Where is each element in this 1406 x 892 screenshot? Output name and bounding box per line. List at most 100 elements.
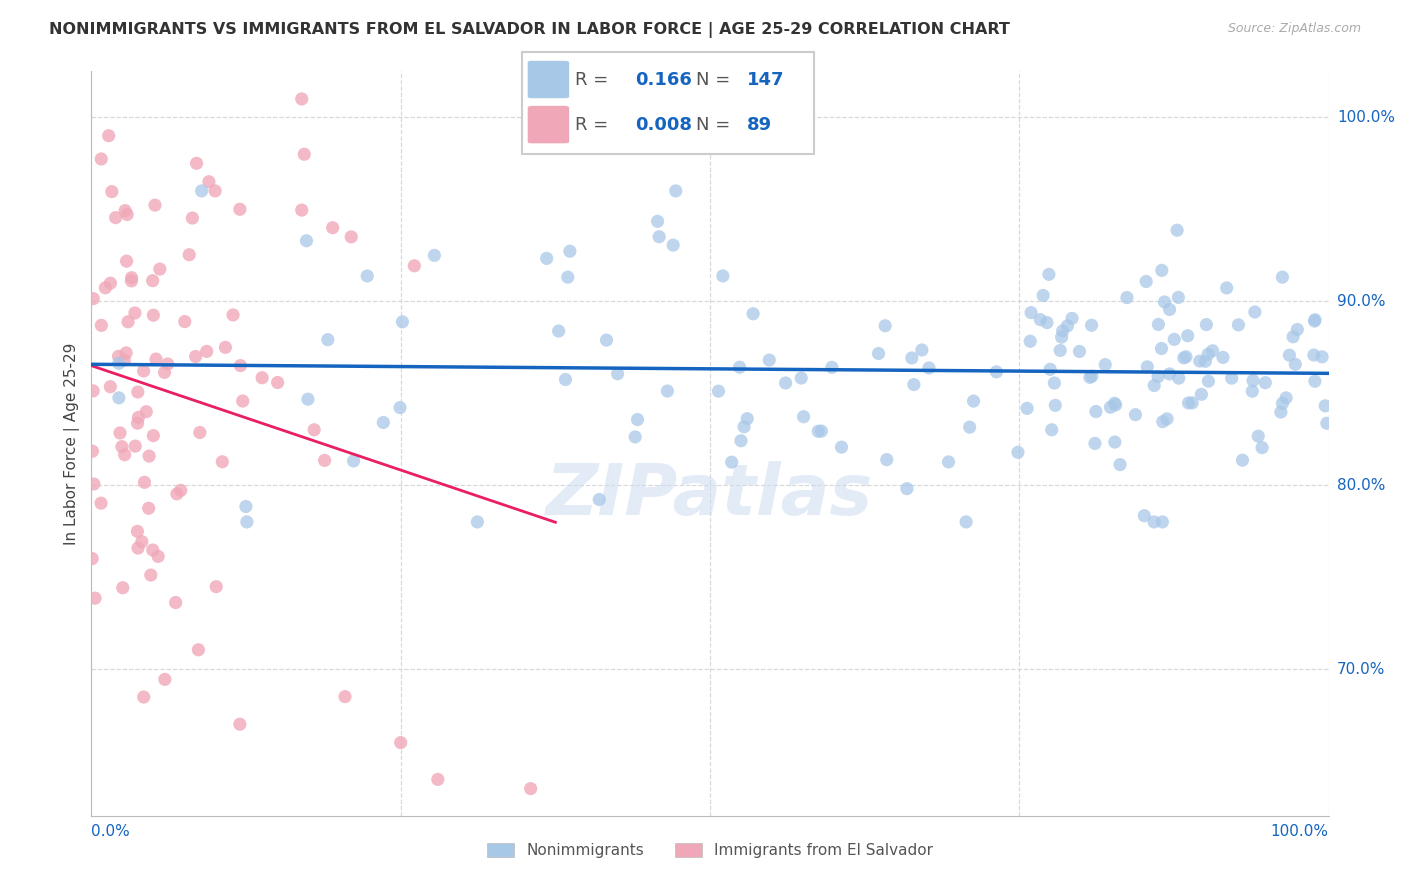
- Point: [918, 360, 941, 375]
- Point: [145, 352, 167, 367]
- Point: [1007, 445, 1029, 459]
- Text: NONIMMIGRANTS VS IMMIGRANTS FROM EL SALVADOR IN LABOR FORCE | AGE 25-29 CORRELAT: NONIMMIGRANTS VS IMMIGRANTS FROM EL SALV…: [49, 22, 1010, 38]
- Point: [389, 401, 412, 415]
- Point: [1084, 404, 1107, 418]
- Point: [1099, 401, 1122, 415]
- Point: [1135, 275, 1157, 289]
- Point: [554, 372, 576, 386]
- Y-axis label: In Labor Force | Age 25-29: In Labor Force | Age 25-29: [65, 343, 80, 545]
- Point: [149, 262, 172, 277]
- Text: 90.0%: 90.0%: [1337, 293, 1385, 309]
- Point: [1303, 312, 1326, 326]
- Point: [186, 156, 208, 170]
- Point: [229, 717, 252, 731]
- Point: [1039, 362, 1062, 376]
- Point: [1156, 412, 1178, 426]
- Point: [1080, 318, 1102, 333]
- Point: [536, 252, 558, 266]
- Point: [229, 202, 252, 217]
- Point: [340, 230, 363, 244]
- Point: [342, 454, 364, 468]
- Point: [107, 349, 129, 363]
- Point: [90, 318, 112, 333]
- Point: [1227, 318, 1250, 332]
- Point: [114, 448, 136, 462]
- Point: [1175, 350, 1198, 364]
- Point: [876, 452, 898, 467]
- Point: [100, 276, 122, 290]
- Point: [82, 384, 104, 398]
- Point: [195, 344, 218, 359]
- Point: [1094, 358, 1116, 372]
- Point: [115, 346, 138, 360]
- Point: [146, 549, 169, 564]
- Point: [111, 581, 134, 595]
- Point: [1275, 391, 1298, 405]
- Point: [127, 541, 149, 555]
- Point: [187, 642, 209, 657]
- Point: [1125, 408, 1147, 422]
- Point: [720, 455, 742, 469]
- Point: [1197, 374, 1219, 388]
- Text: 80.0%: 80.0%: [1337, 477, 1385, 492]
- Point: [875, 318, 897, 333]
- Point: [356, 268, 378, 283]
- Point: [214, 340, 236, 354]
- Text: 0.166: 0.166: [636, 70, 692, 88]
- Point: [1150, 342, 1173, 356]
- Point: [1078, 370, 1101, 384]
- Point: [143, 198, 166, 212]
- FancyBboxPatch shape: [527, 105, 569, 144]
- Point: [142, 428, 165, 442]
- Point: [211, 455, 233, 469]
- Point: [314, 453, 336, 467]
- Point: [115, 207, 138, 221]
- Point: [124, 306, 146, 320]
- Point: [188, 425, 211, 440]
- Point: [647, 214, 669, 228]
- Point: [423, 248, 446, 262]
- Point: [730, 434, 752, 448]
- Point: [1163, 332, 1185, 346]
- Point: [662, 238, 685, 252]
- Point: [1315, 399, 1337, 413]
- Point: [82, 551, 104, 566]
- Point: [127, 410, 149, 425]
- Point: [1173, 351, 1195, 365]
- Point: [1136, 359, 1159, 374]
- Point: [1056, 318, 1078, 333]
- Point: [389, 736, 412, 750]
- Point: [911, 343, 934, 357]
- Point: [1038, 268, 1060, 282]
- Point: [373, 416, 395, 430]
- Point: [1147, 318, 1170, 332]
- Text: 100.0%: 100.0%: [1271, 823, 1329, 838]
- Point: [467, 515, 489, 529]
- Point: [1282, 330, 1305, 344]
- Point: [903, 377, 925, 392]
- Point: [624, 430, 647, 444]
- Point: [117, 315, 139, 329]
- Point: [292, 147, 315, 161]
- Point: [222, 308, 245, 322]
- Text: N =: N =: [696, 116, 730, 134]
- Point: [181, 211, 204, 225]
- Point: [1177, 396, 1199, 410]
- Point: [1212, 351, 1234, 365]
- Point: [728, 360, 751, 375]
- Point: [101, 185, 124, 199]
- Point: [153, 673, 176, 687]
- Point: [82, 292, 104, 306]
- Point: [558, 244, 581, 259]
- Point: [1133, 508, 1156, 523]
- Point: [391, 315, 413, 329]
- Point: [205, 580, 228, 594]
- Text: 89: 89: [747, 116, 772, 134]
- Point: [1188, 354, 1211, 368]
- Point: [134, 475, 156, 490]
- Point: [1167, 290, 1189, 304]
- Point: [1069, 344, 1091, 359]
- Point: [1152, 515, 1174, 529]
- Point: [111, 440, 134, 454]
- Point: [1201, 343, 1223, 358]
